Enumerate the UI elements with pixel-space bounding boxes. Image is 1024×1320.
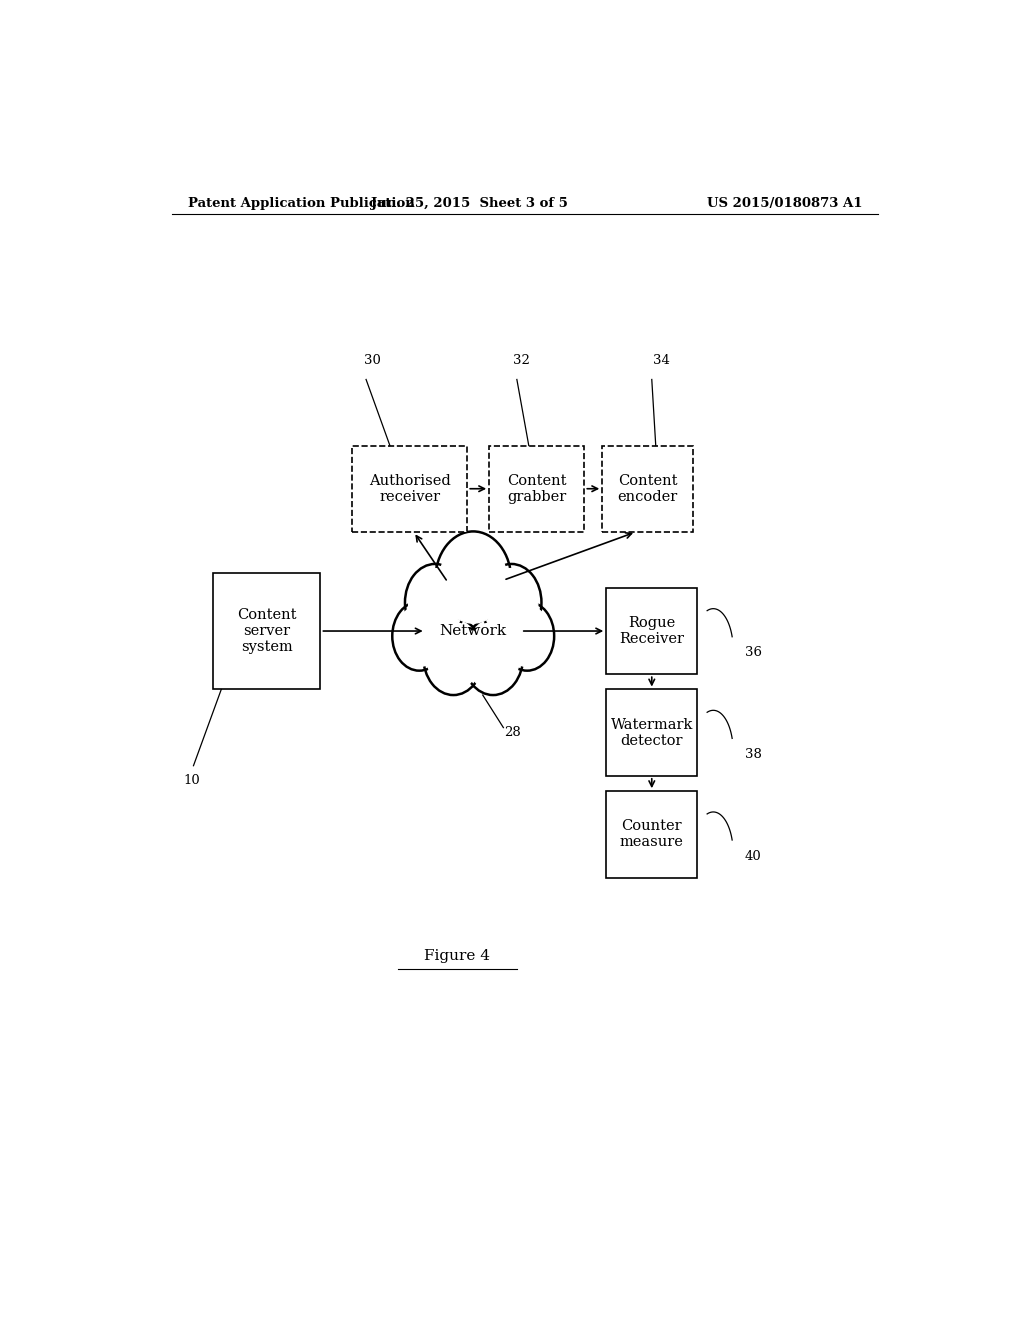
Circle shape (504, 606, 551, 667)
Text: 40: 40 (745, 850, 762, 863)
Circle shape (404, 564, 465, 642)
FancyBboxPatch shape (352, 446, 467, 532)
Text: 36: 36 (745, 647, 762, 660)
Circle shape (409, 569, 462, 636)
Circle shape (463, 618, 523, 696)
Circle shape (439, 537, 507, 623)
Text: Counter
measure: Counter measure (620, 820, 684, 849)
Text: Patent Application Publication: Patent Application Publication (187, 197, 415, 210)
Circle shape (423, 618, 483, 696)
Text: 30: 30 (364, 354, 381, 367)
Text: Network: Network (439, 624, 507, 638)
FancyBboxPatch shape (606, 587, 697, 675)
Text: 34: 34 (653, 354, 670, 367)
Text: 10: 10 (183, 774, 201, 787)
Text: Content
grabber: Content grabber (507, 474, 566, 504)
Text: 38: 38 (745, 748, 762, 762)
Text: Rogue
Receiver: Rogue Receiver (620, 616, 684, 645)
Text: Authorised
receiver: Authorised receiver (369, 474, 451, 504)
Circle shape (435, 532, 511, 630)
Text: 28: 28 (505, 726, 521, 739)
FancyBboxPatch shape (606, 791, 697, 878)
Text: Watermark
detector: Watermark detector (610, 718, 693, 747)
Circle shape (395, 606, 443, 667)
Circle shape (427, 623, 480, 690)
Text: Content
server
system: Content server system (238, 607, 297, 655)
FancyBboxPatch shape (213, 573, 321, 689)
Circle shape (484, 569, 538, 636)
Circle shape (500, 602, 554, 671)
Circle shape (467, 623, 519, 690)
Circle shape (392, 602, 446, 671)
Circle shape (481, 564, 542, 642)
FancyBboxPatch shape (489, 446, 585, 532)
Text: Content
encoder: Content encoder (617, 474, 678, 504)
Text: 32: 32 (513, 354, 530, 367)
Text: Jun. 25, 2015  Sheet 3 of 5: Jun. 25, 2015 Sheet 3 of 5 (371, 197, 567, 210)
FancyBboxPatch shape (606, 689, 697, 776)
Text: US 2015/0180873 A1: US 2015/0180873 A1 (707, 197, 862, 210)
Text: Figure 4: Figure 4 (424, 949, 490, 964)
FancyBboxPatch shape (602, 446, 693, 532)
